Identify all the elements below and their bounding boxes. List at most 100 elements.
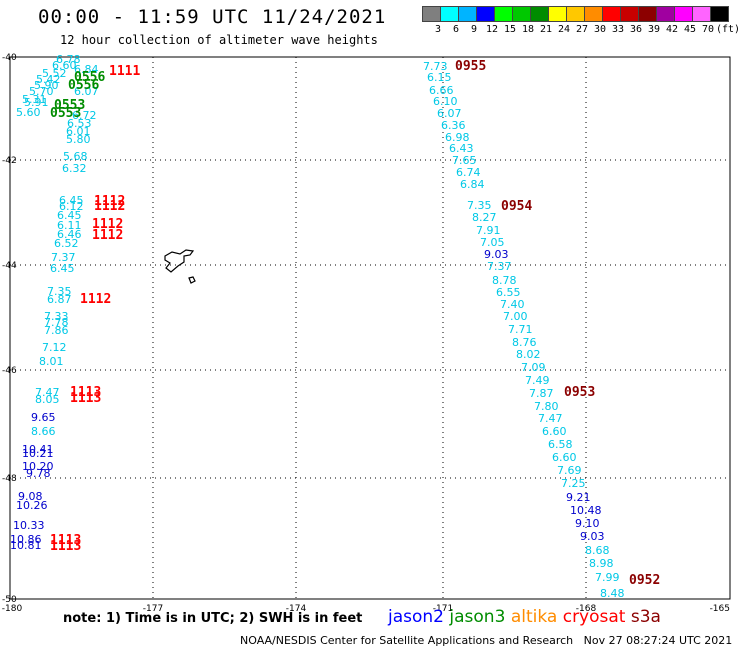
wave-height-value: 6.87	[47, 293, 72, 306]
wave-height-value: 6.15	[427, 71, 452, 84]
wave-height-value: 7.40	[500, 298, 525, 311]
wave-height-value: 8.76	[512, 336, 537, 349]
sat-altika: altika	[510, 607, 558, 627]
y-tick-label: -48	[2, 474, 17, 484]
wave-height-value: 7.00	[503, 310, 528, 323]
wave-height-value: 9.03	[580, 530, 605, 543]
wave-height-value: 7.80	[534, 400, 559, 413]
wave-height-value: 6.60	[552, 451, 577, 464]
y-tick-label: -50	[2, 595, 17, 605]
wave-height-value: 8.78	[492, 274, 517, 287]
wave-height-value: 7.09	[521, 361, 546, 374]
wave-height-value: 6.52	[54, 237, 79, 250]
wave-height-value: 9.78	[26, 467, 51, 480]
pass-time: 0953	[564, 385, 595, 400]
wave-height-value: 10.81	[10, 539, 42, 552]
wave-height-value: 7.65	[452, 154, 477, 167]
wave-height-value: 6.72	[72, 109, 97, 122]
pass-time: 1112	[94, 194, 125, 209]
wave-height-value: 8.66	[31, 425, 56, 438]
wave-height-value: 6.46	[57, 228, 82, 241]
wave-height-value: 7.05	[480, 236, 505, 249]
pass-time: 1112	[92, 228, 123, 243]
scale-label: 24	[557, 24, 571, 35]
pass-time: 1113	[70, 391, 101, 406]
pass-time: 0954	[501, 199, 532, 214]
x-tick-label: -171	[433, 604, 453, 614]
pass-time: 1112	[80, 292, 111, 307]
wave-height-value: 7.71	[508, 323, 533, 336]
wave-height-value: 7.87	[529, 387, 554, 400]
wave-height-value: 8.02	[516, 348, 541, 361]
x-tick-label: -174	[286, 604, 307, 614]
scale-label: 9	[470, 24, 478, 35]
scale-label: 21	[539, 24, 553, 35]
y-tick-label: -44	[2, 261, 17, 271]
wave-height-value: 7.73	[423, 60, 448, 73]
scale-swatch	[710, 6, 729, 22]
scale-label: 36	[629, 24, 643, 35]
wave-height-value: 7.47	[35, 386, 60, 399]
wave-height-value: 5.91	[24, 96, 49, 109]
pass-time: 1113	[70, 385, 101, 400]
map-frame	[9, 56, 731, 600]
sat-cryosat: cryosat	[562, 607, 626, 627]
scale-label: (ft)	[716, 24, 740, 35]
credit-line: NOAA/NESDIS Center for Satellite Applica…	[240, 634, 733, 647]
page-subtitle: 12 hour collection of altimeter wave hei…	[60, 33, 378, 47]
wave-height-value: 9.65	[31, 411, 56, 424]
wave-height-value: 8.01	[39, 355, 64, 368]
wave-height-value: 10.41	[22, 443, 54, 456]
wave-height-value: 9.21	[566, 491, 591, 504]
wave-height-value: 5.60	[16, 106, 41, 119]
scale-label: 18	[521, 24, 535, 35]
y-tick-label: -46	[2, 366, 17, 376]
sat-jason3: jason3	[449, 607, 506, 627]
wave-height-value: 7.99	[595, 571, 620, 584]
pass-time: 1113	[50, 539, 81, 554]
pass-time: 1111	[109, 64, 140, 79]
wave-height-value: 6.60	[52, 59, 77, 72]
pass-time: 0955	[455, 59, 486, 74]
wave-height-value: 8.05	[35, 393, 60, 406]
pass-time: 0553	[50, 106, 81, 121]
wave-height-value: 8.98	[589, 557, 614, 570]
wave-height-value: 5.42	[36, 73, 61, 86]
wave-height-value: 6.01	[66, 125, 91, 138]
wave-height-value: 6.32	[62, 162, 87, 175]
wave-height-value: 6.74	[456, 166, 481, 179]
wave-height-value: 7.35	[467, 199, 492, 212]
wave-height-value: 9.08	[18, 490, 43, 503]
wave-height-value: 7.33	[44, 310, 69, 323]
wave-height-value: 6.45	[50, 262, 75, 275]
wave-height-value: 6.84	[460, 178, 485, 191]
axis-ticks: -180 -177 -174 -171 -168 -165 -40 -42 -44 -46 -48 -…	[2, 53, 730, 614]
wave-height-value: 6.36	[441, 119, 466, 132]
map-grid	[10, 57, 730, 599]
x-tick-label: -165	[710, 604, 730, 614]
wave-height-value: 5.52	[42, 67, 67, 80]
x-tick-label: -180	[2, 604, 23, 614]
wave-height-value: 7.37	[487, 260, 512, 273]
pass-time: 0553	[54, 98, 85, 113]
wave-height-color-scale: 3 6 9 12 15 18 21 24 27 30 33 36 39 42 45 70 (ft)	[422, 6, 740, 38]
wave-height-value: 8.68	[585, 544, 610, 557]
wave-height-value: 9.03	[484, 248, 509, 261]
wave-height-value: 6.07	[74, 85, 99, 98]
wave-height-value: 6.11	[57, 219, 82, 232]
wave-height-value: 7.78	[44, 316, 69, 329]
wave-height-value: 9.10	[575, 517, 600, 530]
y-tick-label: -42	[2, 156, 17, 166]
wave-height-value: 7.47	[538, 412, 563, 425]
scale-label: 42	[665, 24, 679, 35]
wave-height-value: 6.78	[56, 53, 81, 66]
wave-height-value: 6.43	[449, 142, 474, 155]
wave-height-value: 5.70	[29, 85, 54, 98]
scale-label: 70	[701, 24, 715, 35]
wave-height-value: 6.45	[57, 209, 82, 222]
scale-label: 33	[611, 24, 625, 35]
y-tick-label: -40	[2, 53, 17, 63]
pass-time: 1112	[94, 199, 125, 214]
wave-height-labels: 6.786.606.845.525.425.90 6.075.705.315.91…	[10, 53, 660, 600]
wave-height-value: 6.58	[548, 438, 573, 451]
